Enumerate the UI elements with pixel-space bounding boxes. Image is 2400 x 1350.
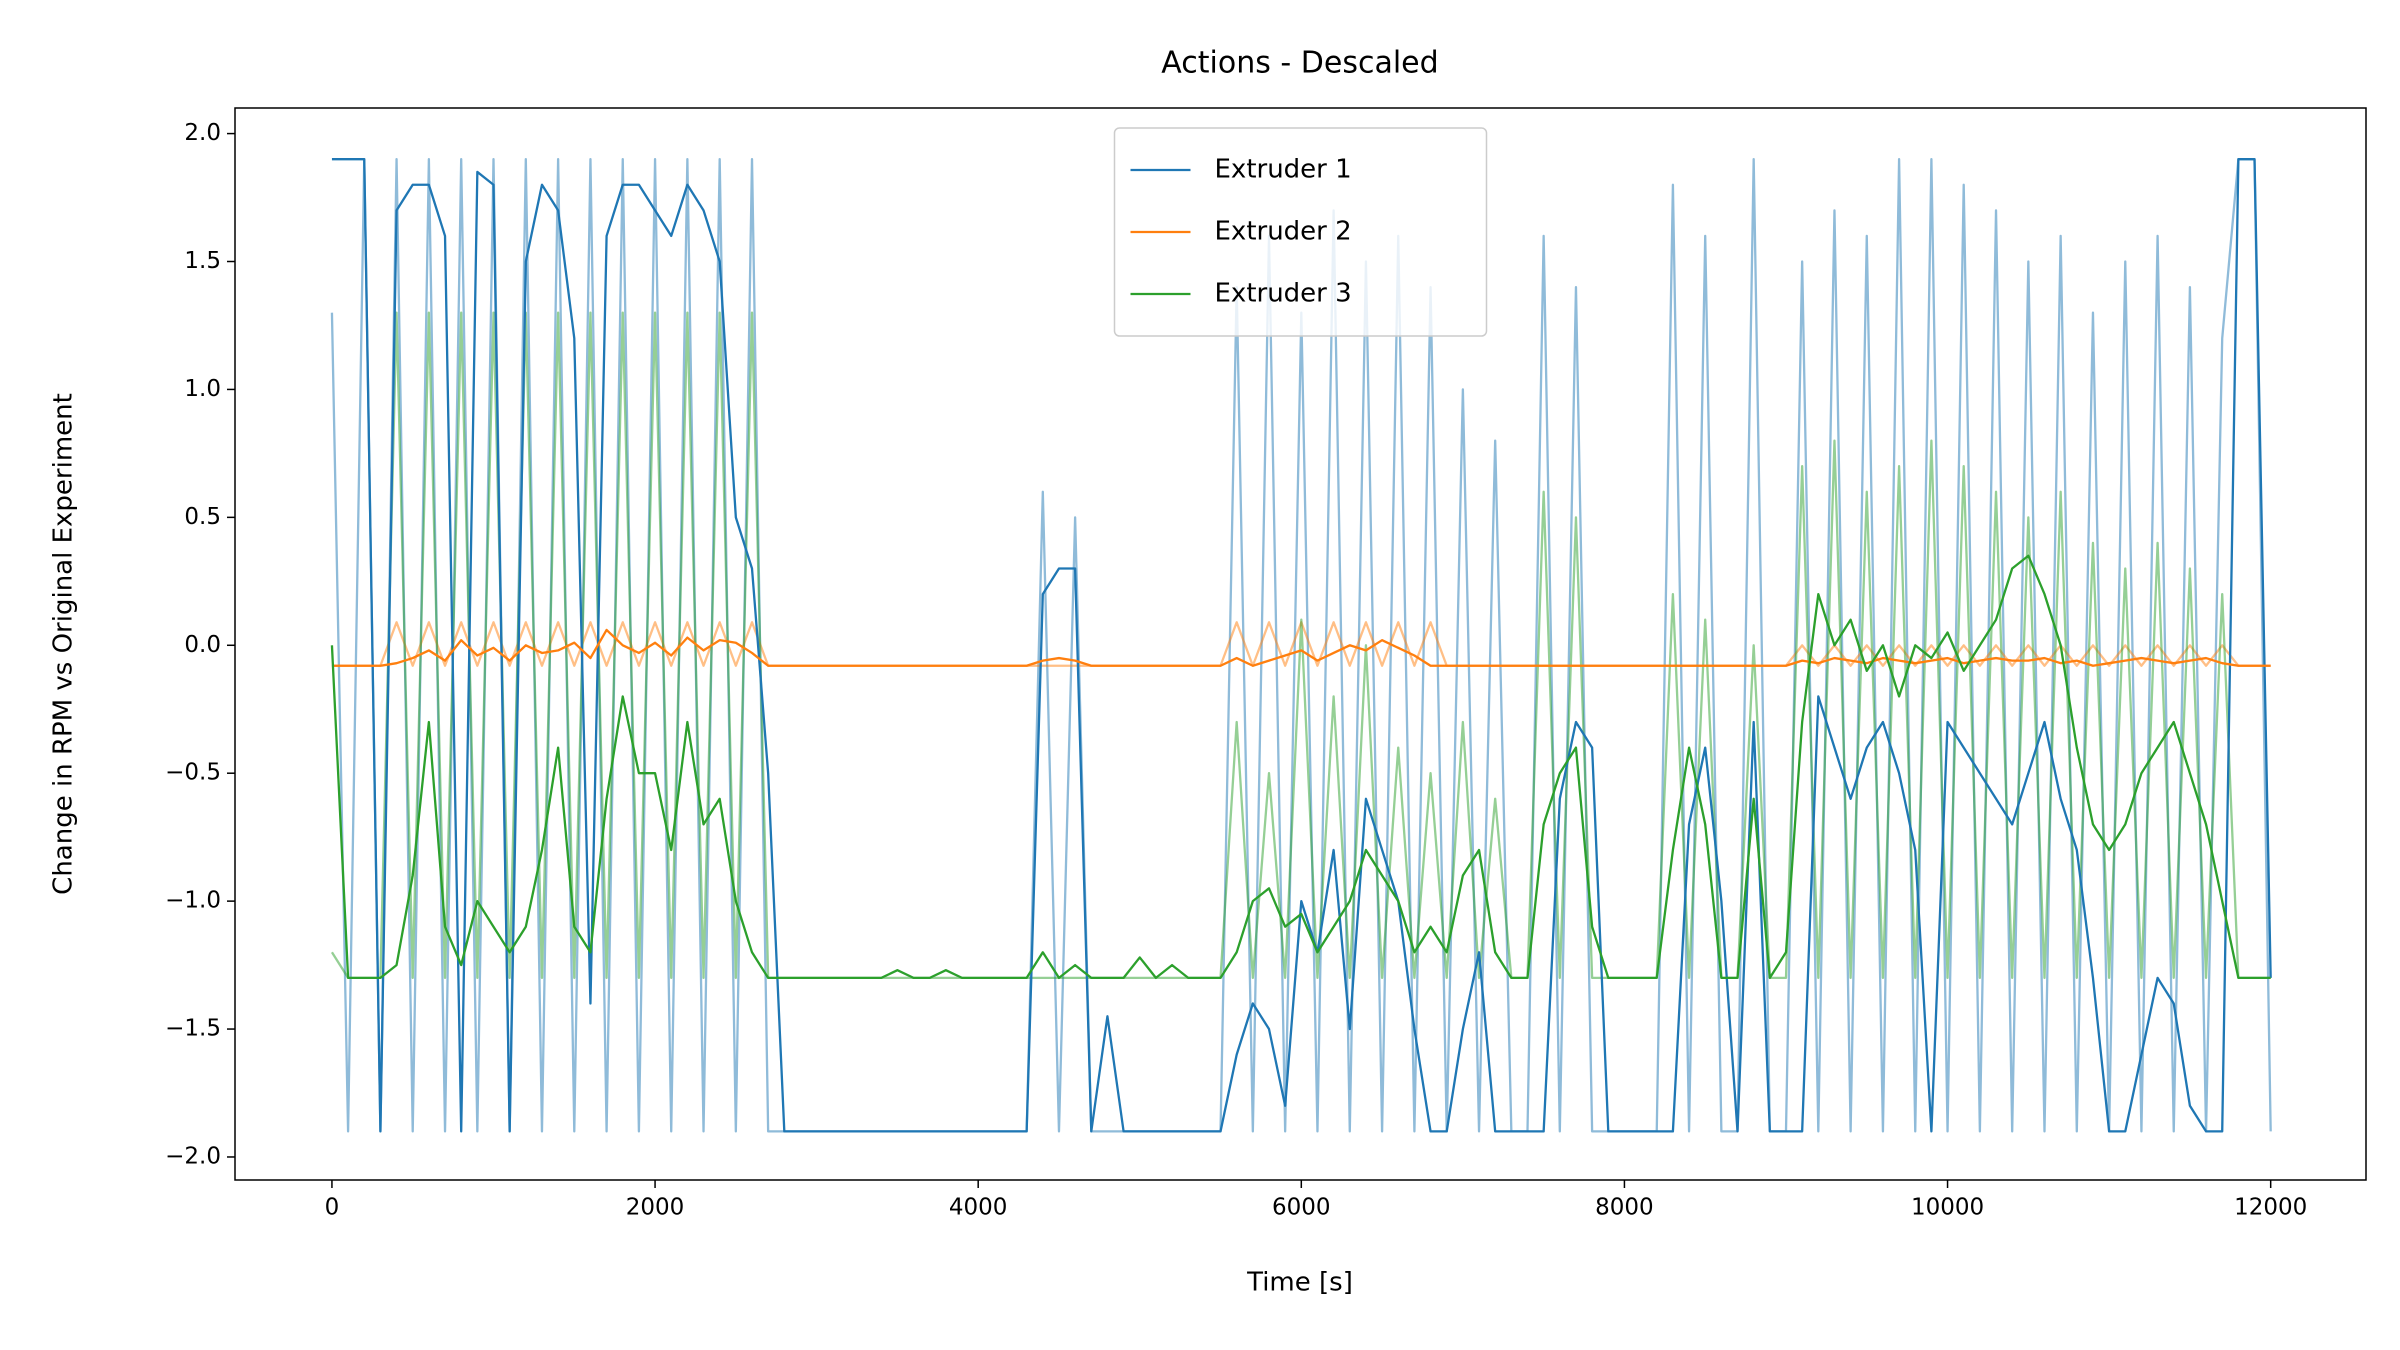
series-line xyxy=(330,311,2271,980)
y-tick-label: 1.0 xyxy=(184,376,221,402)
y-tick-label: 2.0 xyxy=(184,120,221,146)
series-line xyxy=(331,628,2271,667)
x-tick-label: 8000 xyxy=(1595,1195,1654,1221)
legend-label: Extruder 3 xyxy=(1215,279,1352,309)
chart-title: Actions - Descaled xyxy=(1161,46,1438,81)
legend-label: Extruder 1 xyxy=(1215,155,1352,185)
y-tick-label: −2.0 xyxy=(165,1143,221,1169)
y-tick-label: 1.5 xyxy=(184,248,221,274)
y-tick-label: −1.0 xyxy=(165,888,221,914)
x-axis-label: Time [s] xyxy=(1246,1268,1353,1298)
y-tick-label: −0.5 xyxy=(165,760,221,786)
y-axis-label: Change in RPM vs Original Experiment xyxy=(49,393,79,895)
series-line xyxy=(331,158,2272,1133)
x-tick-label: 0 xyxy=(325,1195,340,1221)
x-tick-label: 12000 xyxy=(2234,1195,2307,1221)
series-line xyxy=(330,554,2271,980)
x-tick-label: 4000 xyxy=(949,1195,1008,1221)
x-tick-label: 6000 xyxy=(1272,1195,1331,1221)
x-tick-label: 10000 xyxy=(1911,1195,1984,1221)
plot-frame xyxy=(234,107,2367,1181)
legend-box xyxy=(1113,127,1488,337)
legend-label: Extruder 2 xyxy=(1215,217,1352,247)
y-tick-label: 0.5 xyxy=(184,504,221,530)
y-tick-label: −1.5 xyxy=(165,1016,221,1042)
x-tick-label: 2000 xyxy=(626,1195,685,1221)
y-tick-label: 0.0 xyxy=(184,632,221,658)
